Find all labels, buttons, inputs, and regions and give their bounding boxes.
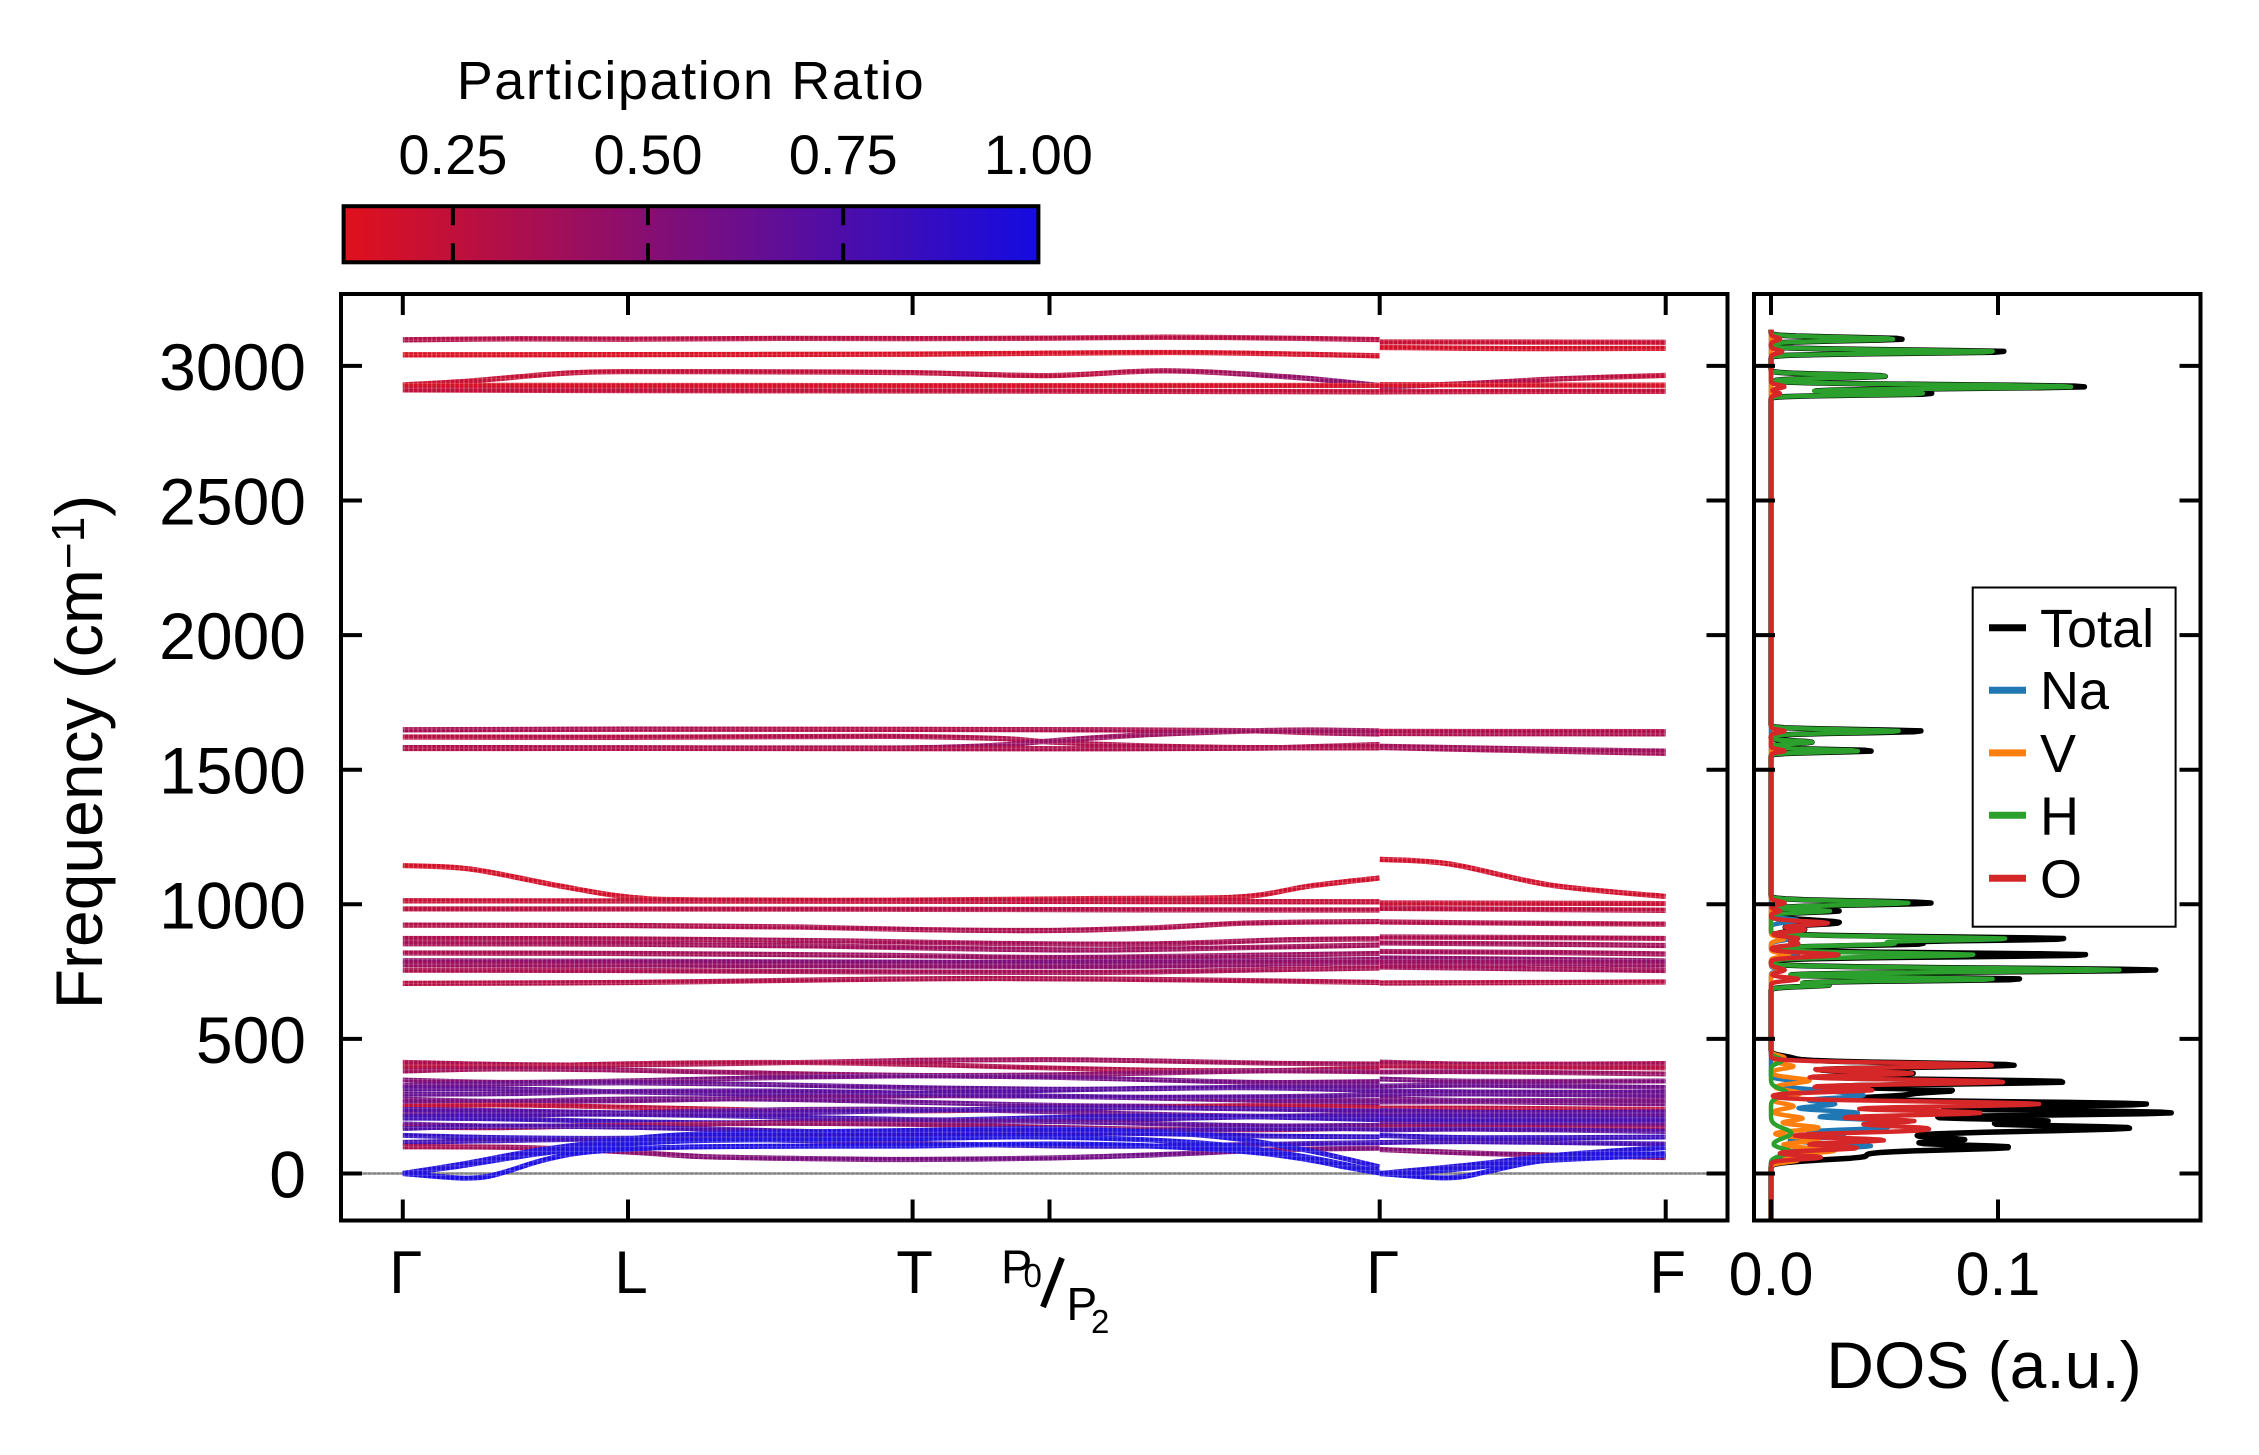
svg-text:2: 2 [1091,1303,1109,1340]
svg-text:0.25: 0.25 [398,123,507,186]
svg-text:0: 0 [1024,1257,1042,1294]
svg-text:0.50: 0.50 [594,123,703,186]
svg-text:2500: 2500 [159,465,306,539]
svg-text:T: T [896,1239,933,1306]
svg-text:1.00: 1.00 [984,123,1093,186]
svg-text:Γ: Γ [389,1239,422,1306]
svg-text:H: H [2040,786,2079,846]
svg-text:0.0: 0.0 [1729,1240,1814,1308]
svg-text:P: P [1067,1278,1098,1330]
svg-text:F: F [1649,1239,1686,1306]
svg-text:V: V [2040,724,2076,784]
svg-text:Frequency (cm−1): Frequency (cm−1) [42,495,116,1010]
svg-text:1500: 1500 [159,734,306,808]
svg-text:P: P [1001,1240,1032,1293]
svg-text:3000: 3000 [159,330,306,404]
svg-text:0.75: 0.75 [789,123,898,186]
svg-text:1000: 1000 [159,868,306,942]
svg-text:O: O [2040,849,2082,909]
svg-text:Γ: Γ [1366,1239,1399,1306]
svg-text:Total: Total [2040,599,2154,659]
svg-text:Na: Na [2040,661,2110,721]
svg-text:0: 0 [269,1138,306,1212]
svg-text:Participation Ratio: Participation Ratio [457,51,926,111]
svg-text:500: 500 [196,1003,306,1077]
svg-text:DOS (a.u.): DOS (a.u.) [1826,1328,2141,1402]
svg-text:0.1: 0.1 [1956,1240,2041,1308]
svg-text:2000: 2000 [159,599,306,673]
svg-text:L: L [614,1239,647,1306]
